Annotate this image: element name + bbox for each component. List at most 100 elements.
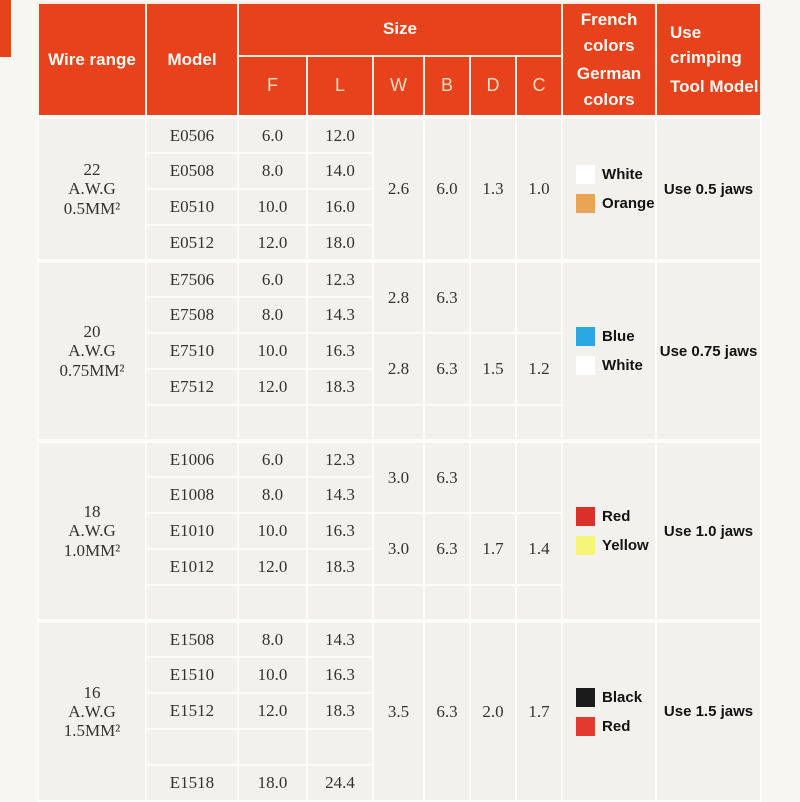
colors-cell: White Orange — [561, 115, 658, 262]
header-wire-range: Wire range — [37, 2, 147, 118]
l-cell: 18.3 — [306, 548, 374, 586]
l-cell: 16.3 — [306, 656, 374, 694]
f-cell — [237, 404, 308, 442]
color-row: Blue — [576, 327, 655, 346]
f-cell: 12.0 — [237, 368, 308, 406]
f-cell — [237, 728, 308, 766]
l-cell — [306, 728, 374, 766]
wire-range-cell: 16 A.W.G 1.5MM² — [37, 619, 147, 802]
model-cell: E1010 — [145, 512, 239, 550]
color-swatch — [576, 716, 596, 736]
l-cell: 14.3 — [306, 619, 374, 658]
color-swatch — [576, 165, 596, 184]
color-label: Blue — [602, 328, 635, 345]
header-row-2: F L W B D C — [38, 54, 761, 120]
table-row: E0512 12.0 18.0 — [38, 224, 761, 262]
wire-range-line: A.W.G — [68, 341, 116, 361]
model-cell: E0506 — [145, 115, 239, 154]
model-cell — [145, 404, 239, 442]
f-cell: 6.0 — [237, 259, 308, 298]
c-cell: 1.4 — [514, 512, 564, 586]
header-col-w: W — [372, 54, 425, 120]
b-cell — [423, 584, 471, 622]
w-cell: 3.5 — [372, 619, 425, 802]
b-cell: 6.3 — [423, 439, 471, 514]
model-cell: E0512 — [145, 224, 239, 262]
f-cell: 12.0 — [237, 224, 308, 262]
color-swatch — [576, 356, 596, 375]
wire-range-cell: 22 A.W.G 0.5MM² — [37, 115, 147, 262]
color-row: White — [576, 356, 655, 375]
header-tool-line1: Use crimping — [670, 22, 742, 68]
color-swatch — [576, 507, 596, 526]
w-cell: 2.8 — [372, 332, 425, 406]
f-cell — [237, 584, 308, 622]
b-cell: 6.3 — [423, 332, 471, 406]
header-col-c: C — [514, 54, 564, 120]
color-swatch — [576, 327, 596, 346]
wire-range-line: 18 — [83, 502, 101, 522]
table-row: E1518 18.0 24.4 — [38, 764, 761, 802]
colors-cell: Black Red — [561, 619, 658, 802]
page-corner-accent — [0, 0, 11, 57]
color-label: Black — [602, 688, 643, 706]
b-cell: 6.3 — [423, 512, 471, 586]
table-row: E1008 8.0 14.3 — [38, 476, 761, 514]
color-swatch — [576, 536, 596, 555]
w-cell: 2.6 — [372, 115, 425, 262]
header-tool: Use crimping Tool Model — [655, 2, 763, 118]
f-cell: 18.0 — [237, 764, 308, 802]
model-cell — [145, 728, 239, 766]
wire-range-cell: 18 A.W.G 1.0MM² — [37, 439, 147, 622]
f-cell: 6.0 — [237, 115, 308, 154]
model-cell: E0508 — [145, 152, 239, 190]
table-row: E0508 8.0 14.0 — [38, 152, 761, 190]
table-row: 20 A.W.G 0.75MM² E7506 6.0 12.3 2.8 6.3 … — [37, 259, 763, 442]
header-colors-french: French colors — [580, 10, 638, 55]
color-label: White — [602, 166, 643, 183]
wire-range-line: A.W.G — [68, 521, 116, 541]
l-cell: 14.3 — [306, 476, 374, 514]
d-cell — [469, 584, 517, 622]
wire-range-line: 1.5MM² — [63, 721, 121, 741]
l-cell: 16.3 — [306, 332, 374, 370]
table-row: E1512 12.0 18.3 — [38, 692, 761, 730]
f-cell: 12.0 — [237, 548, 308, 586]
c-cell — [514, 259, 564, 334]
f-cell: 10.0 — [237, 188, 308, 226]
w-cell: 2.8 — [372, 259, 425, 334]
model-cell: E1512 — [145, 692, 239, 730]
d-cell: 2.0 — [469, 619, 517, 802]
f-cell: 10.0 — [237, 512, 308, 550]
f-cell: 8.0 — [237, 296, 308, 334]
l-cell: 16.0 — [306, 188, 374, 226]
header-model: Model — [145, 2, 239, 118]
header-size: Size — [236, 2, 564, 57]
header-col-l: L — [306, 54, 374, 120]
table-row: 16 A.W.G 1.5MM² E1508 8.0 14.3 3.5 6.3 2… — [37, 619, 763, 802]
l-cell: 14.3 — [306, 296, 374, 334]
model-cell — [145, 584, 239, 622]
table-row: E1510 10.0 16.3 — [38, 656, 761, 694]
model-cell: E7508 — [145, 296, 239, 334]
b-cell: 6.3 — [423, 259, 471, 334]
color-row: Red — [576, 507, 655, 526]
color-swatch — [576, 194, 596, 213]
f-cell: 8.0 — [237, 619, 308, 658]
l-cell: 12.3 — [306, 439, 374, 478]
l-cell: 18.0 — [306, 224, 374, 262]
spec-table: Wire range Model Size French colors Germ… — [37, 2, 763, 802]
colors-cell: Red Yellow — [561, 439, 658, 622]
table-row-empty — [38, 728, 761, 766]
color-row: White — [576, 165, 655, 184]
l-cell: 12.3 — [306, 259, 374, 298]
model-cell: E1008 — [145, 476, 239, 514]
model-cell: E7512 — [145, 368, 239, 406]
wire-range-line: 16 — [83, 682, 101, 702]
color-label: Orange — [602, 195, 655, 212]
table-row: E1010 10.0 16.3 3.0 6.3 1.7 1.4 — [38, 512, 761, 586]
l-cell: 14.0 — [306, 152, 374, 190]
wire-range-line: 0.75MM² — [59, 360, 125, 380]
color-label: Yellow — [602, 537, 649, 554]
table-row: E1012 12.0 18.3 — [38, 548, 761, 586]
